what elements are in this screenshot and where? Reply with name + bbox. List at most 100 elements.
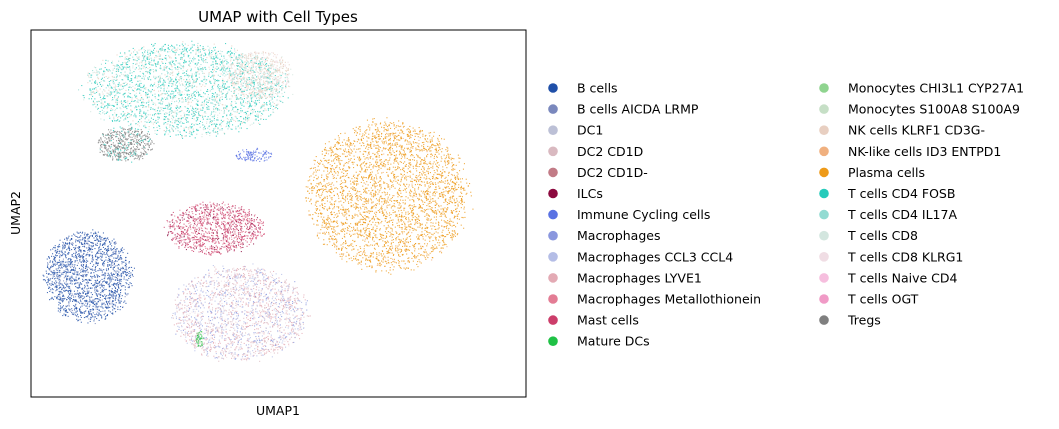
- data-point: [379, 184, 381, 186]
- data-point: [360, 229, 362, 231]
- data-point: [227, 128, 229, 130]
- data-point: [423, 251, 425, 253]
- data-point: [362, 153, 364, 155]
- data-point: [242, 71, 244, 73]
- data-point: [318, 237, 320, 239]
- data-point: [438, 239, 440, 241]
- data-point: [101, 77, 103, 79]
- data-point: [382, 237, 384, 239]
- data-point: [452, 230, 454, 232]
- data-point: [153, 75, 155, 77]
- data-point: [408, 257, 410, 259]
- data-point: [224, 70, 226, 72]
- data-point: [160, 110, 162, 112]
- data-point: [212, 123, 214, 125]
- data-point: [155, 104, 157, 106]
- data-point: [335, 252, 337, 254]
- data-point: [400, 205, 402, 207]
- data-point: [327, 190, 329, 192]
- data-point: [337, 215, 339, 217]
- data-point: [381, 133, 383, 135]
- data-point: [324, 186, 326, 188]
- data-point: [239, 127, 241, 129]
- data-point: [364, 230, 366, 232]
- data-point: [163, 123, 165, 125]
- data-point: [392, 254, 394, 256]
- data-point: [327, 170, 329, 172]
- data-point: [362, 217, 364, 219]
- data-point: [403, 184, 405, 186]
- data-point: [249, 104, 251, 106]
- data-point: [427, 145, 429, 147]
- data-point: [325, 186, 327, 188]
- data-point: [397, 129, 399, 131]
- data-point: [383, 124, 385, 126]
- data-point: [433, 144, 435, 146]
- data-point: [384, 192, 386, 194]
- data-point: [208, 49, 210, 51]
- data-point: [340, 186, 342, 188]
- data-point: [380, 178, 382, 180]
- data-point: [180, 120, 182, 122]
- data-point: [437, 178, 439, 180]
- data-point: [446, 186, 448, 188]
- data-point: [362, 135, 364, 137]
- data-point: [161, 47, 163, 49]
- data-point: [236, 49, 238, 51]
- data-point: [372, 207, 374, 209]
- data-point: [346, 140, 348, 142]
- data-point: [214, 74, 216, 76]
- data-point: [385, 159, 387, 161]
- data-point: [343, 235, 345, 237]
- data-point: [96, 104, 98, 106]
- data-point: [410, 150, 412, 152]
- data-point: [348, 215, 350, 217]
- data-point: [452, 221, 454, 223]
- data-point: [184, 135, 186, 137]
- data-point: [189, 125, 191, 127]
- data-point: [96, 74, 98, 76]
- data-point: [368, 153, 370, 155]
- data-point: [317, 169, 319, 171]
- data-point: [247, 84, 249, 86]
- data-point: [433, 174, 435, 176]
- data-point: [354, 215, 356, 217]
- data-point: [355, 245, 357, 247]
- data-point: [382, 142, 384, 144]
- data-point: [144, 62, 146, 64]
- data-point: [125, 89, 127, 91]
- data-point: [145, 66, 147, 68]
- data-point: [371, 206, 373, 208]
- data-point: [199, 115, 201, 117]
- data-point: [426, 231, 428, 233]
- data-point: [414, 135, 416, 137]
- data-point: [191, 113, 193, 115]
- data-point: [338, 161, 340, 163]
- data-point: [402, 131, 404, 133]
- data-point: [365, 229, 367, 231]
- data-point: [165, 57, 167, 59]
- data-point: [436, 162, 438, 164]
- data-point: [419, 183, 421, 185]
- data-point: [461, 204, 463, 206]
- data-point: [441, 225, 443, 227]
- data-point: [382, 259, 384, 261]
- data-point: [242, 85, 244, 87]
- data-point: [351, 161, 353, 163]
- data-point: [260, 75, 262, 77]
- data-point: [161, 84, 163, 86]
- data-point: [166, 87, 168, 89]
- data-point: [138, 122, 140, 124]
- data-point: [183, 84, 185, 86]
- data-point: [454, 185, 456, 187]
- data-point: [454, 230, 456, 232]
- data-point: [140, 121, 142, 123]
- data-point: [448, 157, 450, 159]
- data-point: [146, 97, 148, 99]
- data-point: [243, 100, 245, 102]
- data-point: [437, 232, 439, 234]
- data-point: [259, 61, 261, 63]
- data-point: [367, 137, 369, 139]
- data-point: [405, 218, 407, 220]
- data-point: [193, 79, 195, 81]
